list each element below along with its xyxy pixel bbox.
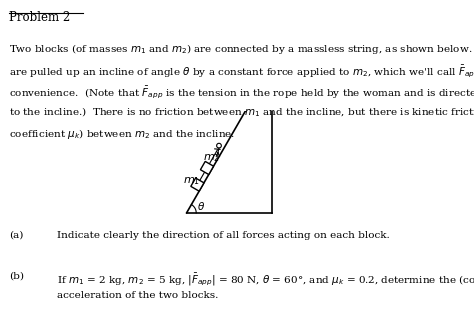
Text: (b): (b) — [9, 272, 25, 281]
Text: are pulled up an incline of angle $\theta$ by a constant force applied to $m_2$,: are pulled up an incline of angle $\thet… — [9, 63, 474, 80]
Text: to the incline.)  There is no friction between $m_1$ and the incline, but there : to the incline.) There is no friction be… — [9, 106, 474, 119]
Text: (a): (a) — [9, 231, 24, 240]
Polygon shape — [201, 161, 214, 175]
Text: Indicate clearly the direction of all forces acting on each block.: Indicate clearly the direction of all fo… — [57, 231, 390, 240]
Text: Problem 2: Problem 2 — [9, 11, 71, 24]
Text: If $m_1$ = 2 kg, $m_2$ = 5 kg, $|\bar{F}_{app}|$ = 80 N, $\theta$ = 60°, and $\m: If $m_1$ = 2 kg, $m_2$ = 5 kg, $|\bar{F}… — [57, 272, 474, 288]
Text: Two blocks (of masses $m_1$ and $m_2$) are connected by a massless string, as sh: Two blocks (of masses $m_1$ and $m_2$) a… — [9, 42, 474, 57]
Text: $m_2$: $m_2$ — [203, 153, 219, 164]
Polygon shape — [191, 178, 204, 191]
Text: coefficient $\mu_k$) between $m_2$ and the incline.: coefficient $\mu_k$) between $m_2$ and t… — [9, 127, 236, 141]
Text: acceleration of the two blocks.: acceleration of the two blocks. — [57, 291, 218, 300]
Text: $m_1$: $m_1$ — [183, 176, 201, 187]
Text: $\theta$: $\theta$ — [197, 200, 205, 212]
Text: convenience.  (Note that $\bar{F}_{app}$ is the tension in the rope held by the : convenience. (Note that $\bar{F}_{app}$ … — [9, 84, 474, 101]
